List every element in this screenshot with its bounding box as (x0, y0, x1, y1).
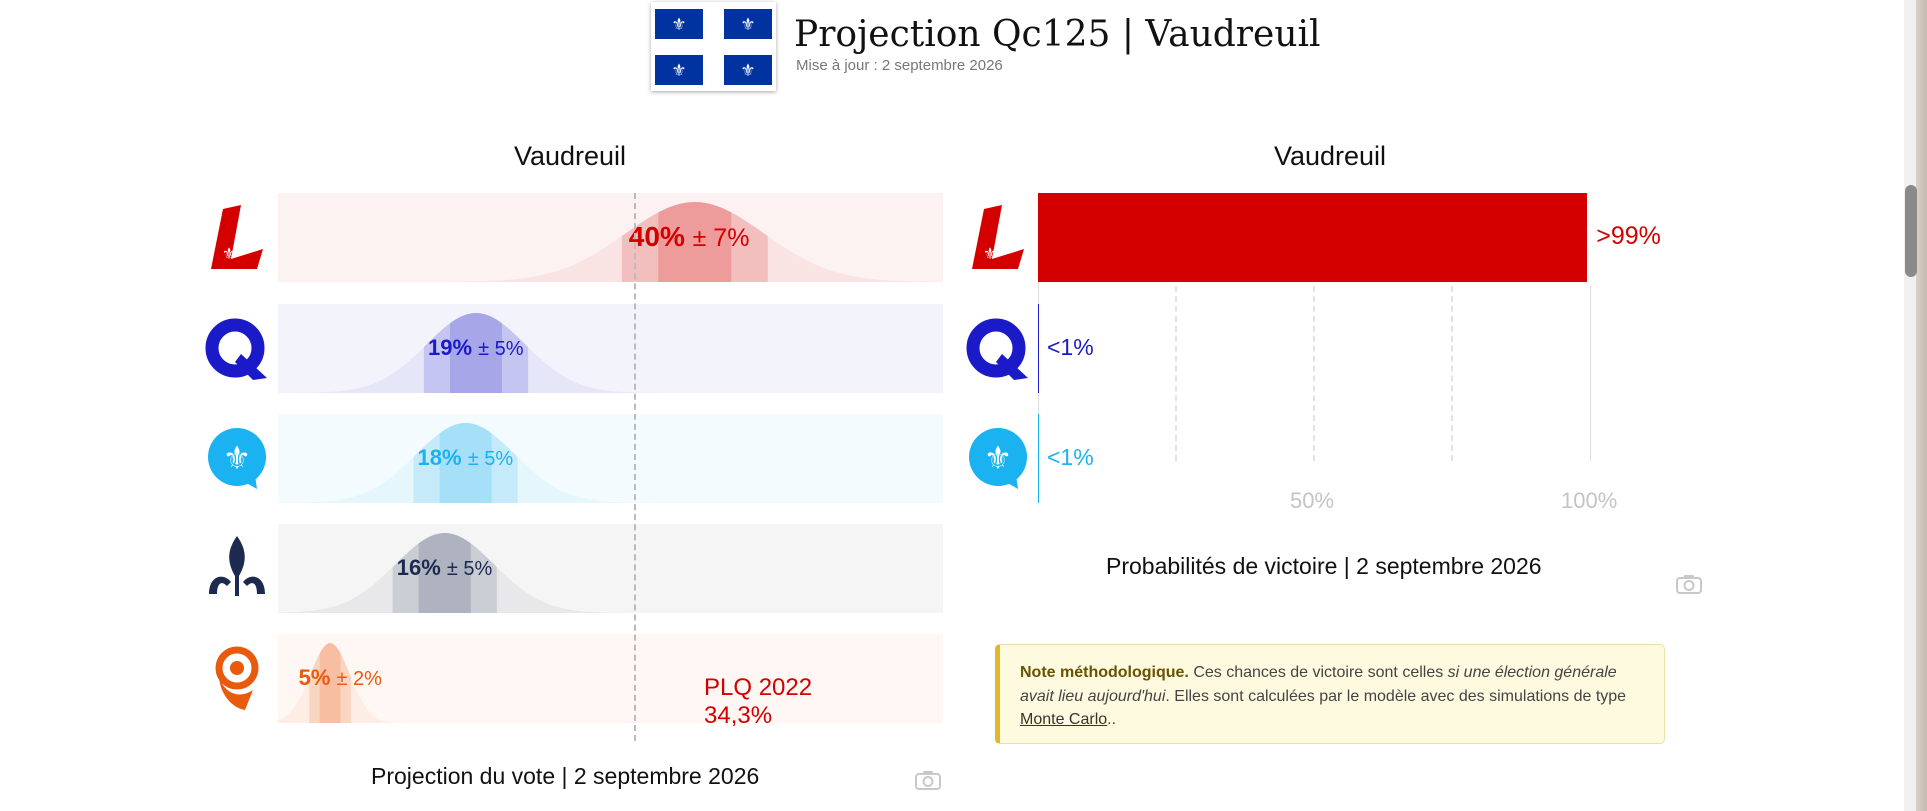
camera-icon[interactable] (915, 770, 941, 790)
window-edge (1916, 0, 1927, 811)
vote-label-caq: 5% ± 2% (298, 665, 382, 690)
svg-text:⚜: ⚜ (740, 15, 755, 35)
page-title: Projection Qc125 | Vaudreuil (794, 14, 1321, 55)
svg-text:⚜: ⚜ (222, 244, 236, 263)
vote-track-pcq (278, 524, 943, 613)
camera-icon[interactable] (1676, 574, 1702, 594)
vote-distribution-pcq (278, 524, 943, 613)
vote-distribution-caq (278, 634, 943, 723)
prob-bar-plq (1038, 193, 1588, 282)
x-tick-50: 50% (1290, 488, 1335, 513)
vote-track-caq (278, 634, 943, 723)
svg-text:⚜: ⚜ (740, 61, 755, 81)
methodology-note: Note méthodologique. Ces chances de vict… (995, 644, 1665, 744)
prob-label-pq: <1% (1047, 334, 1094, 360)
plq-logo-icon: ⚜ (205, 197, 269, 277)
x-tick-100: 100% (1561, 488, 1618, 513)
svg-text:⚜: ⚜ (223, 439, 252, 477)
vote-track-bg (278, 304, 943, 393)
vote-track-qs (278, 414, 943, 503)
grid-line-75 (1451, 286, 1453, 461)
vote-curve (278, 533, 943, 613)
vote-track-bg (278, 414, 943, 503)
pcq-logo-icon (205, 528, 269, 608)
vote-band-inner (418, 533, 471, 613)
vote-distribution-pq (278, 304, 943, 393)
vote-curve (278, 643, 943, 723)
vote-curve (278, 202, 943, 282)
grid-line-25 (1175, 286, 1177, 461)
prob-bar-qs (1038, 414, 1039, 503)
svg-text:⚜: ⚜ (671, 61, 686, 81)
reference-label: PLQ 2022 34,3% (704, 674, 813, 729)
svg-text:⚜: ⚜ (984, 439, 1013, 477)
prob-label-qs: <1% (1047, 444, 1094, 470)
vote-panel-title: Vaudreuil (513, 141, 627, 171)
scrollbar-thumb[interactable] (1905, 185, 1917, 277)
vote-distribution-qs (278, 414, 943, 503)
qs-logo-icon: ⚜ (205, 417, 269, 497)
quebec-flag-icon: ⚜ ⚜ ⚜ ⚜ (651, 2, 776, 91)
svg-text:⚜: ⚜ (671, 15, 686, 35)
prob-label-plq: >99% (1596, 222, 1661, 250)
note-heading: Note méthodologique. (1020, 664, 1189, 681)
grid-line-100 (1590, 286, 1591, 461)
vote-track-bg (278, 193, 943, 282)
pq-logo-icon (205, 308, 269, 388)
update-date: Mise à jour : 2 septembre 2026 (796, 57, 1003, 74)
caq-logo-icon (205, 638, 269, 718)
vote-curve (278, 313, 943, 393)
vote-track-pq (278, 304, 943, 393)
reference-line (634, 193, 637, 741)
vote-track-bg (278, 634, 943, 723)
vote-label-plq: 40% ± 7% (628, 221, 750, 252)
vote-curve (278, 423, 943, 503)
vote-band-inner (449, 313, 503, 393)
vote-label-pq: 19% ± 5% (427, 335, 524, 360)
prob-panel-title: Vaudreuil (1273, 141, 1387, 171)
monte-carlo-link[interactable]: Monte Carlo (1020, 711, 1108, 728)
prob-chart-caption: Probabilités de victoire | 2 septembre 2… (1106, 553, 1542, 579)
vote-chart-caption: Projection du vote | 2 septembre 2026 (371, 763, 760, 789)
vote-band-inner (319, 643, 341, 723)
qs-logo-icon: ⚜ (966, 417, 1030, 497)
vote-distribution-plq (278, 193, 943, 282)
vote-label-pcq: 16% ± 5% (396, 555, 493, 580)
plq-logo-icon: ⚜ (966, 197, 1030, 277)
vote-band-inner (658, 202, 732, 282)
vote-track-bg (278, 524, 943, 613)
prob-bar-pq (1038, 304, 1039, 393)
svg-text:⚜: ⚜ (983, 244, 997, 263)
pq-logo-icon (966, 308, 1030, 388)
vote-track-plq (278, 193, 943, 282)
vote-band-inner (439, 423, 492, 503)
grid-line-50 (1313, 286, 1315, 461)
vote-label-qs: 18% ± 5% (417, 445, 514, 470)
